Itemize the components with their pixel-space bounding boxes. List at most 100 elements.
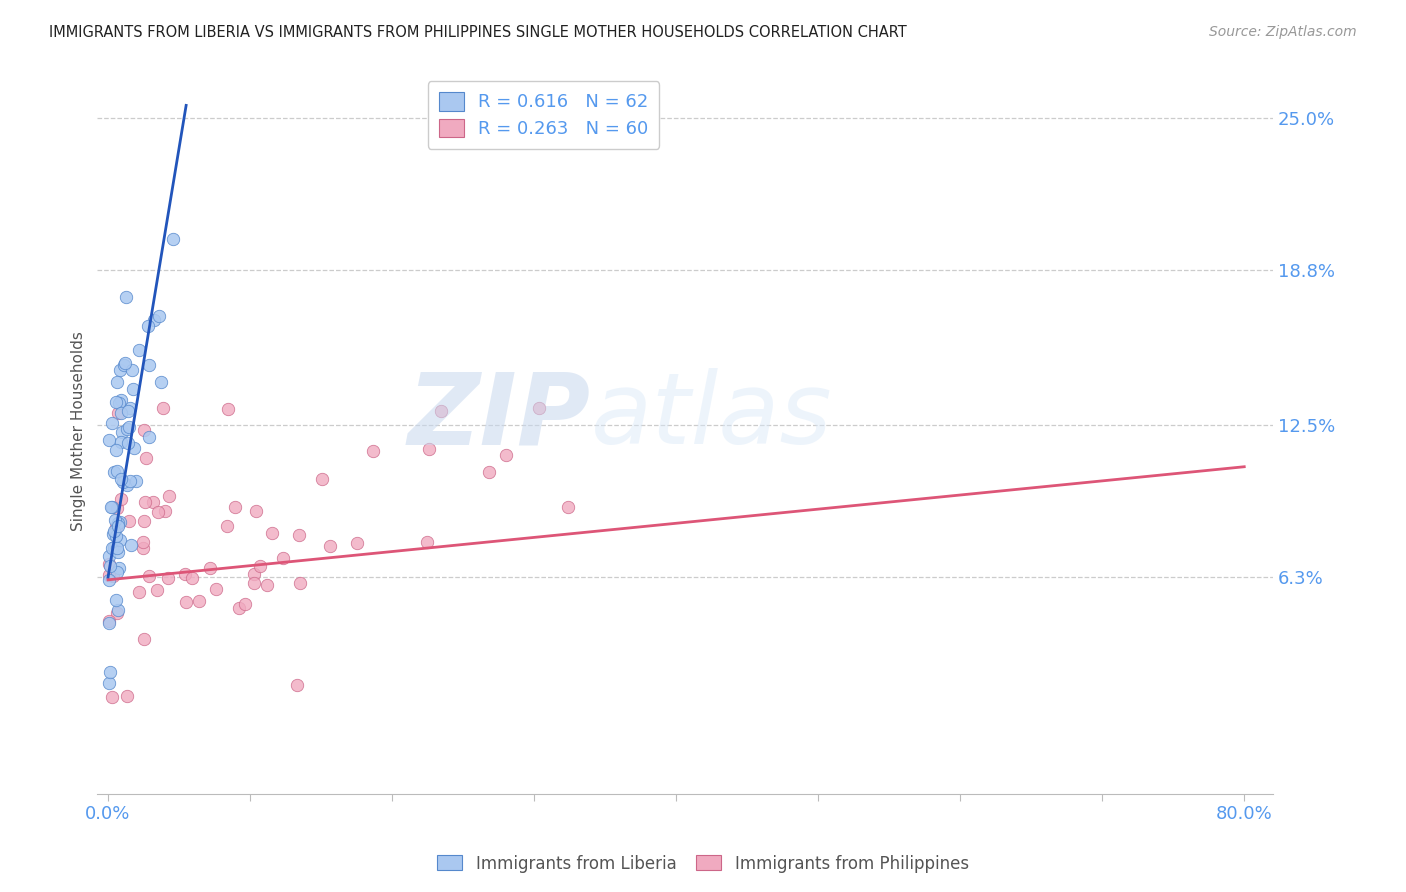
Point	[117, 404, 139, 418]
Point	[242, 576, 264, 591]
Point	[134, 515, 156, 529]
Point	[148, 505, 170, 519]
Point	[242, 567, 264, 582]
Point	[103, 527, 125, 541]
Point	[107, 519, 129, 533]
Point	[98, 676, 121, 690]
Point	[110, 492, 132, 507]
Point	[115, 289, 138, 303]
Point	[114, 356, 136, 370]
Point	[105, 375, 128, 389]
Point	[110, 406, 132, 420]
Point	[118, 420, 141, 434]
Point	[132, 632, 155, 646]
Point	[107, 603, 129, 617]
Point	[104, 514, 127, 528]
Point	[105, 464, 128, 478]
Point	[115, 422, 138, 436]
Point	[105, 606, 128, 620]
Point	[288, 527, 311, 541]
Point	[138, 318, 160, 333]
Point	[188, 593, 211, 607]
Point	[104, 443, 127, 458]
Point	[98, 568, 121, 582]
Point	[110, 393, 132, 408]
Point	[101, 690, 124, 704]
Point	[142, 312, 165, 326]
Point	[148, 309, 170, 323]
Point	[104, 529, 127, 543]
Point	[98, 559, 121, 574]
Point	[260, 526, 283, 541]
Point	[108, 515, 131, 529]
Point	[128, 343, 150, 358]
Point	[111, 475, 134, 490]
Point	[103, 524, 125, 539]
Point	[103, 540, 125, 554]
Point	[100, 500, 122, 515]
Point	[105, 565, 128, 579]
Point	[122, 442, 145, 456]
Point	[104, 520, 127, 534]
Point	[228, 601, 250, 615]
Point	[131, 534, 153, 549]
Point	[198, 560, 221, 574]
Point	[131, 541, 153, 555]
Point	[100, 665, 122, 679]
Point	[204, 582, 226, 596]
Point	[361, 443, 384, 458]
Point	[101, 500, 124, 514]
Point	[108, 396, 131, 410]
Point	[346, 536, 368, 550]
Point	[174, 567, 197, 582]
Point	[138, 569, 160, 583]
Point	[176, 595, 198, 609]
Point	[107, 516, 129, 531]
Point	[107, 545, 129, 559]
Point	[98, 558, 121, 572]
Point	[132, 423, 155, 437]
Point	[157, 489, 180, 503]
Point	[103, 465, 125, 479]
Point	[118, 515, 141, 529]
Point	[108, 533, 131, 547]
Point	[105, 500, 128, 515]
Point	[125, 475, 148, 489]
Point	[117, 478, 139, 492]
Point	[273, 551, 295, 566]
Point	[142, 495, 165, 509]
Point	[134, 495, 156, 509]
Point	[121, 363, 143, 377]
Point	[478, 465, 501, 479]
Point	[416, 534, 439, 549]
Point	[122, 383, 145, 397]
Point	[150, 375, 173, 389]
Point	[311, 472, 333, 486]
Point	[104, 395, 127, 409]
Point	[245, 504, 267, 518]
Point	[110, 435, 132, 450]
Point	[118, 401, 141, 415]
Point	[98, 573, 121, 587]
Point	[98, 434, 121, 448]
Point	[285, 678, 308, 692]
Point	[110, 472, 132, 486]
Text: IMMIGRANTS FROM LIBERIA VS IMMIGRANTS FROM PHILIPPINES SINGLE MOTHER HOUSEHOLDS : IMMIGRANTS FROM LIBERIA VS IMMIGRANTS FR…	[49, 25, 907, 40]
Point	[128, 584, 150, 599]
Point	[146, 582, 169, 597]
Point	[107, 561, 129, 575]
Point	[430, 403, 453, 417]
Point	[290, 575, 312, 590]
Point	[138, 430, 160, 444]
Point	[217, 401, 239, 416]
Point	[101, 569, 124, 583]
Point	[153, 504, 176, 518]
Point	[249, 558, 271, 573]
Point	[156, 571, 179, 585]
Point	[101, 416, 124, 430]
Point	[98, 616, 121, 631]
Point	[101, 541, 124, 556]
Point	[180, 571, 202, 585]
Point	[107, 541, 129, 556]
Point	[118, 474, 141, 488]
